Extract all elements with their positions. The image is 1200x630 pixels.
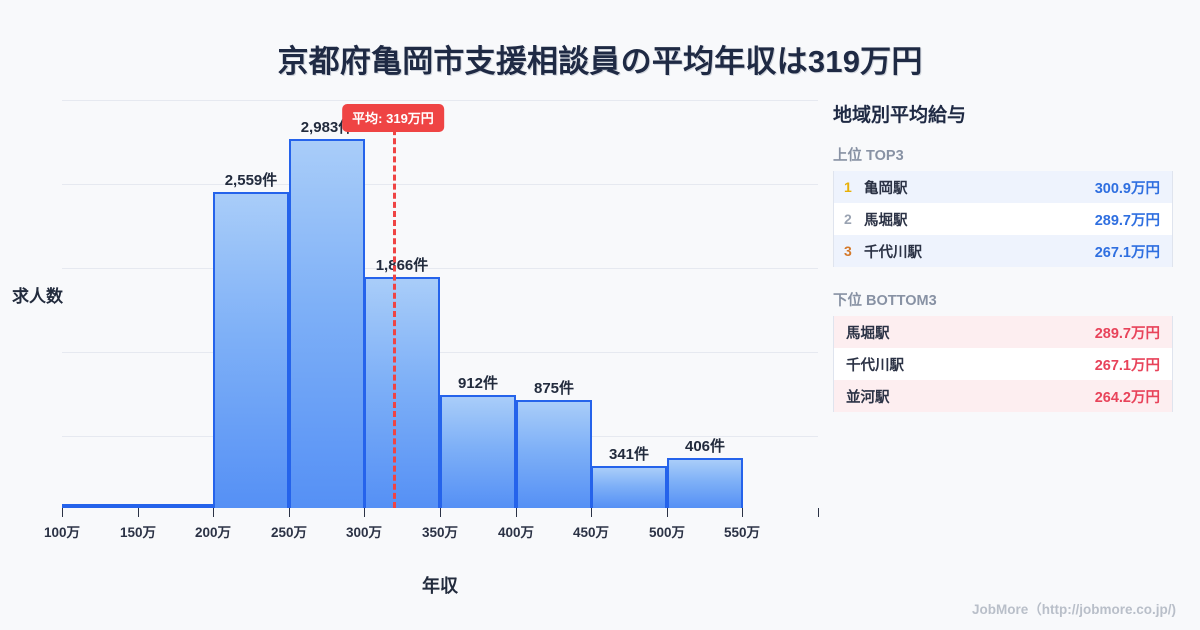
average-line: [393, 120, 396, 508]
station-salary: 300.9万円: [1094, 180, 1160, 197]
bar: [289, 139, 365, 508]
bottom3-label: 下位 BOTTOM3: [833, 293, 937, 309]
station-name: 千代川駅: [864, 244, 922, 261]
plot-area: 2,559件 2,983件 1,866件 912件 875件 341件 406件: [62, 100, 818, 508]
gridline: [62, 352, 818, 353]
bar: [440, 395, 516, 508]
average-badge: 平均: 319万円: [342, 104, 444, 132]
x-tick: [440, 508, 441, 517]
x-tick-label: 100万: [43, 525, 81, 540]
x-tick: [289, 508, 290, 517]
rank-row[interactable]: 並河駅 264.2万円: [834, 380, 1172, 412]
x-tick: [818, 508, 819, 517]
bar-value-label: 875件: [533, 380, 575, 397]
gridline: [62, 184, 818, 185]
top3-table: 1 亀岡駅 300.9万円 2 馬堀駅 289.7万円 3 千代川駅 267.1万円: [833, 171, 1173, 267]
y-axis-label: 求人数: [12, 287, 63, 306]
x-tick: [364, 508, 365, 517]
x-tick: [591, 508, 592, 517]
bar-value-label: 912件: [457, 375, 499, 392]
rank-row[interactable]: 2 馬堀駅 289.7万円: [834, 203, 1172, 235]
region-salary-sidebar: 地域別平均給与 上位 TOP3 1 亀岡駅 300.9万円 2 馬堀駅 289.7万円 3 千…: [833, 100, 1173, 434]
station-name: 並河駅: [846, 389, 890, 406]
rank-number: 1: [844, 179, 852, 195]
top3-label: 上位 TOP3: [833, 148, 904, 164]
bar: [667, 458, 743, 508]
bottom3-table: 馬堀駅 289.7万円千代川駅 267.1万円並河駅 264.2万円: [833, 316, 1173, 412]
rank-row[interactable]: 馬堀駅 289.7万円: [834, 316, 1172, 348]
station-salary: 264.2万円: [1094, 389, 1160, 406]
x-tick-label: 250万: [270, 525, 308, 540]
x-tick-label: 300万: [345, 525, 383, 540]
bar: [591, 466, 667, 508]
gridline: [62, 100, 818, 101]
x-tick-label: 400万: [497, 525, 535, 540]
rank-row[interactable]: 3 千代川駅 267.1万円: [834, 235, 1172, 267]
station-salary: 289.7万円: [1094, 212, 1160, 229]
bar: [138, 504, 214, 508]
x-axis-label: 年収: [422, 576, 458, 596]
bar: [516, 400, 592, 508]
x-tick: [667, 508, 668, 517]
bar-value-label: 2,983件: [300, 119, 354, 136]
station-salary: 267.1万円: [1094, 244, 1160, 261]
x-tick-label: 200万: [194, 525, 232, 540]
bar: [213, 192, 289, 508]
rank-row[interactable]: 1 亀岡駅 300.9万円: [834, 171, 1172, 203]
page-title: 京都府亀岡市支援相談員の平均年収は319万円: [277, 44, 923, 79]
station-salary: 267.1万円: [1094, 357, 1160, 374]
gridline: [62, 268, 818, 269]
bar-value-label: 1,866件: [375, 257, 429, 274]
bar-value-label: 341件: [608, 446, 650, 463]
station-salary: 289.7万円: [1094, 325, 1160, 342]
x-tick-label: 150万: [119, 525, 157, 540]
x-tick-label: 550万: [723, 525, 761, 540]
x-tick: [213, 508, 214, 517]
x-tick: [516, 508, 517, 517]
x-tick-label: 350万: [421, 525, 459, 540]
x-tick: [138, 508, 139, 517]
bar: [364, 277, 440, 508]
bar: [62, 504, 138, 508]
x-tick-label: 500万: [648, 525, 686, 540]
x-tick: [62, 508, 63, 517]
bar-value-label: 406件: [684, 438, 726, 455]
station-name: 馬堀駅: [864, 212, 908, 229]
rank-number: 3: [844, 243, 852, 259]
bar-value-label: 2,559件: [224, 172, 278, 189]
histogram-chart: 2,559件 2,983件 1,866件 912件 875件 341件 406件 求人数 年…: [12, 100, 819, 596]
rank-row[interactable]: 千代川駅 267.1万円: [834, 348, 1172, 380]
x-tick: [742, 508, 743, 517]
x-tick-label: 450万: [572, 525, 610, 540]
sidebar-heading: 地域別平均給与: [833, 105, 967, 126]
rank-number: 2: [844, 211, 852, 227]
watermark: JobMore（http://jobmore.co.jp/): [972, 602, 1176, 617]
station-name: 馬堀駅: [846, 325, 890, 342]
station-name: 千代川駅: [846, 357, 904, 374]
station-name: 亀岡駅: [864, 180, 908, 197]
